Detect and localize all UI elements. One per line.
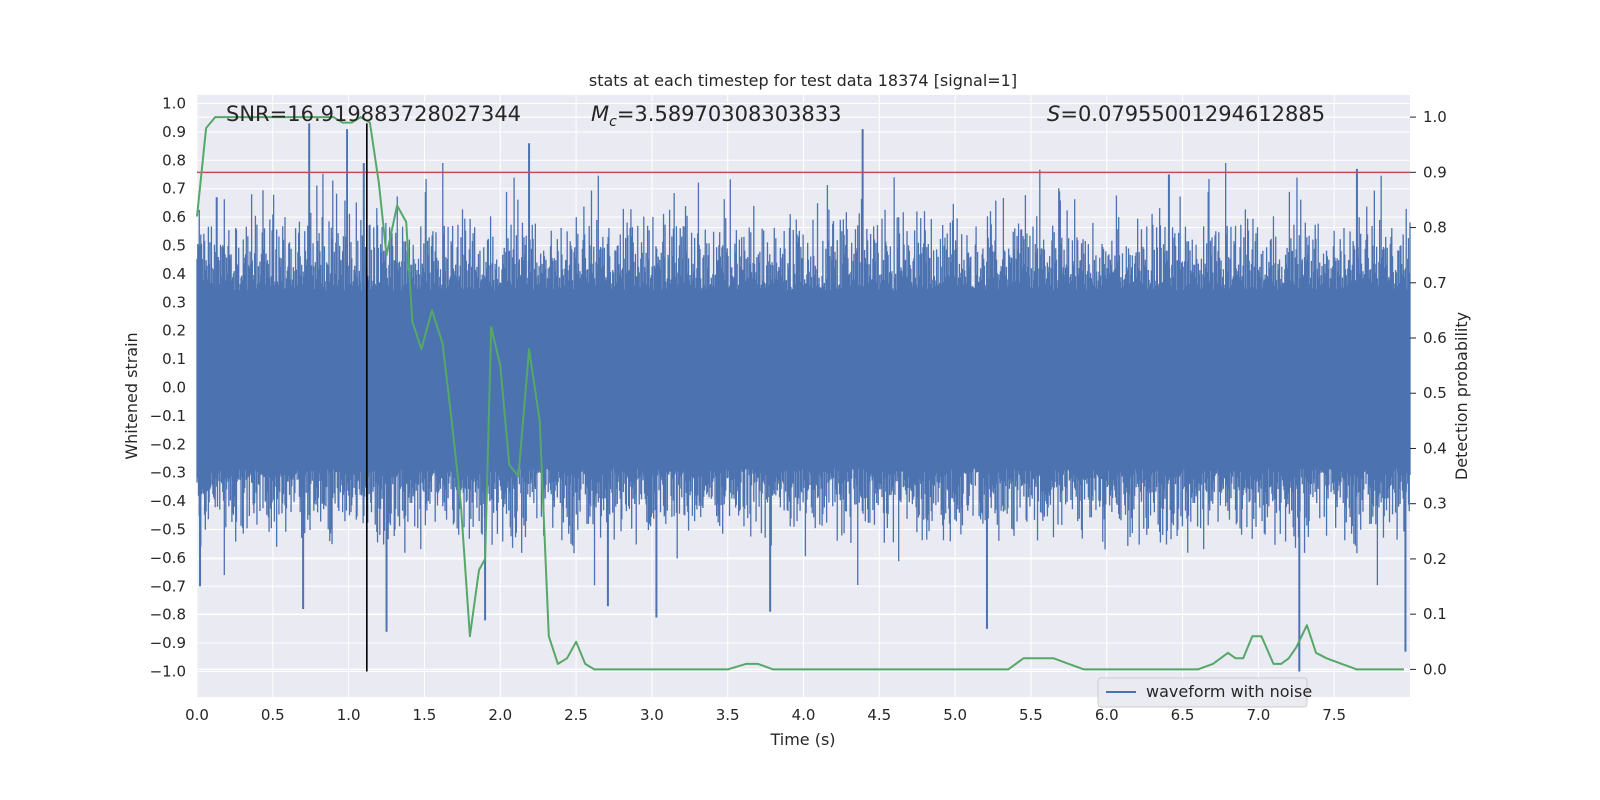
x-tick-label: 2.0 <box>488 706 512 724</box>
waveform-core-band <box>197 310 1410 465</box>
y-left-tick-label: 1.0 <box>162 95 186 113</box>
y-left-tick-label: 0.7 <box>162 180 186 198</box>
y-axis-label-left: Whitened strain <box>122 332 141 459</box>
y-left-tick-label: 0.6 <box>162 208 186 226</box>
x-tick-label: 6.5 <box>1171 706 1195 724</box>
y-left-tick-label: −0.9 <box>150 634 186 652</box>
x-tick-label: 0.5 <box>261 706 285 724</box>
y-left-tick-label: 0.2 <box>162 322 186 340</box>
s-symbol: S <box>1047 102 1060 126</box>
y-left-tick-label: −1.0 <box>150 662 186 680</box>
y-left-tick-label: 0.5 <box>162 237 186 255</box>
x-tick-label: 1.0 <box>337 706 361 724</box>
x-tick-label: 6.0 <box>1095 706 1119 724</box>
x-axis-label: Time (s) <box>769 730 835 749</box>
y-axis-label-right: Detection probability <box>1452 312 1471 480</box>
y-left-tick-label: 0.1 <box>162 350 186 368</box>
y-right-tick-label: 0.4 <box>1423 439 1447 457</box>
y-right-tick-label: 0.2 <box>1423 550 1447 568</box>
snr-annotation: SNR=16.919883728027344 <box>226 102 521 126</box>
x-tick-label: 7.5 <box>1322 706 1346 724</box>
y-right-tick-label: 0.1 <box>1423 605 1447 623</box>
y-left-tick-label: −0.6 <box>150 549 186 567</box>
legend: waveform with noise <box>1097 677 1312 708</box>
y-right-tick-label: 0.5 <box>1423 384 1447 402</box>
x-tick-label: 3.5 <box>716 706 740 724</box>
y-left-tick-label: −0.8 <box>150 606 186 624</box>
chirp-mass-annotation: Mc=3.58970308303833 <box>591 102 842 130</box>
waveform-series <box>196 123 1411 672</box>
y-left-tick-label: 0.0 <box>162 378 186 396</box>
x-tick-label: 5.0 <box>943 706 967 724</box>
y-right-tick-label: 0.3 <box>1423 495 1447 513</box>
chirp-mass-subscript: c <box>609 114 617 130</box>
y-left-tick-label: −0.3 <box>150 464 186 482</box>
x-tick-label: 0.0 <box>185 706 209 724</box>
x-tick-label: 7.0 <box>1246 706 1270 724</box>
s-annotation: S=0.07955001294612885 <box>1047 102 1325 126</box>
x-tick-label: 3.0 <box>640 706 664 724</box>
y-right-tick-label: 0.8 <box>1423 219 1447 237</box>
chart-title: stats at each timestep for test data 183… <box>589 71 1017 90</box>
x-tick-label: 4.0 <box>792 706 816 724</box>
ticks: 0.0 0.5 1.0 1.5 2.0 2.5 3.0 3.5 4.0 4.5 5.0 5.5 6.0 6… <box>150 95 1447 724</box>
y-right-tick-label: 0.0 <box>1423 660 1447 678</box>
overlays <box>197 123 1410 672</box>
x-tick-label: 1.5 <box>413 706 437 724</box>
chirp-mass-symbol: M <box>591 102 609 126</box>
y-left-tick-label: −0.5 <box>150 520 186 538</box>
x-tick-label: 4.5 <box>867 706 891 724</box>
legend-box <box>1097 677 1308 708</box>
y-left-tick-label: −0.7 <box>150 577 186 595</box>
x-tick-label: 5.5 <box>1019 706 1043 724</box>
detection-probability-line <box>196 116 1404 671</box>
y-left-tick-label: −0.1 <box>150 407 186 425</box>
y-right-tick-label: 1.0 <box>1423 108 1447 126</box>
x-tick-label: 2.5 <box>564 706 588 724</box>
legend-label-waveform: waveform with noise <box>1146 682 1312 701</box>
y-left-tick-label: 0.4 <box>162 265 186 283</box>
y-left-tick-label: −0.2 <box>150 435 186 453</box>
y-left-tick-label: 0.3 <box>162 293 186 311</box>
y-right-tick-label: 0.7 <box>1423 274 1447 292</box>
y-right-tick-label: 0.6 <box>1423 329 1447 347</box>
y-left-tick-label: 0.8 <box>162 151 186 169</box>
chirp-mass-value: =3.58970308303833 <box>617 102 842 126</box>
probability-series <box>196 116 1404 671</box>
y-right-tick-label: 0.9 <box>1423 163 1447 181</box>
s-value: =0.07955001294612885 <box>1060 102 1325 126</box>
y-left-tick-label: 0.9 <box>162 123 186 141</box>
y-left-tick-label: −0.4 <box>150 492 186 510</box>
